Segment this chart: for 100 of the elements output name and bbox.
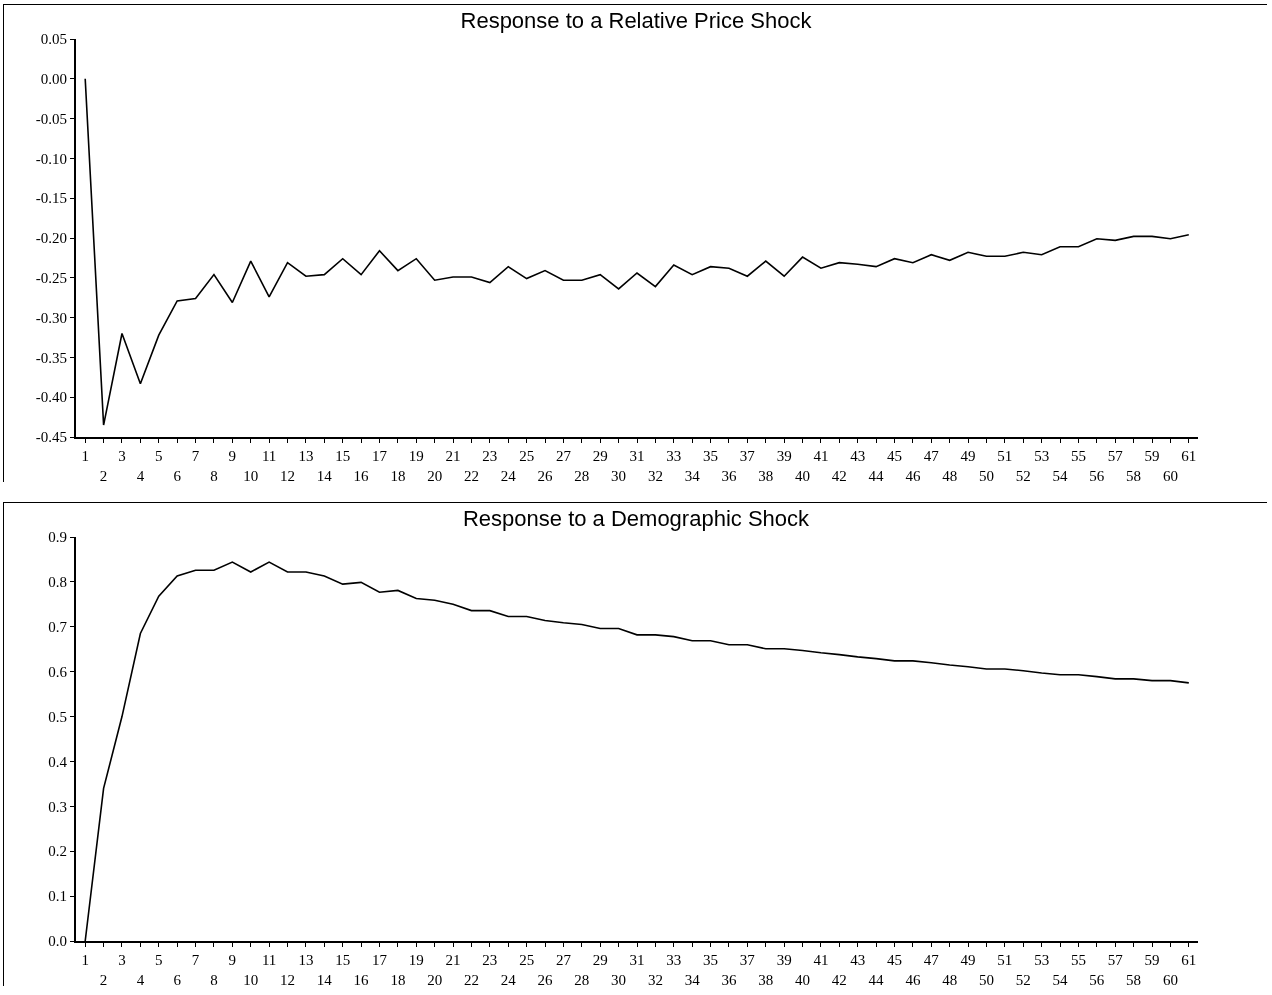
y-tick-label: -0.25 [35,270,67,287]
x-tick-label: 55 [1070,952,1086,968]
x-tick-label: 6 [173,467,182,484]
x-tick-label: 40 [795,971,811,988]
x-tick-label: 41 [813,448,829,464]
x-tick-label: 6 [173,971,182,988]
x-tick-label: 53 [1034,952,1050,968]
x-tick-label: 7 [191,952,200,968]
x-tick-label: 13 [298,952,314,968]
x-tick-label: 60 [1162,971,1178,988]
x-tick-label: 55 [1070,448,1086,464]
x-tick-label: 26 [537,467,554,484]
x-tick-label: 1 [81,448,89,464]
x-tick-label: 10 [243,971,259,988]
x-tick-label: 26 [537,971,554,988]
x-tick-label: 4 [136,467,145,484]
x-tick-label: 9 [228,448,237,464]
x-tick-label: 16 [353,971,370,988]
chart-title: Response to a Demographic Shock [462,505,811,531]
x-tick-label: 29 [592,952,608,968]
x-tick-label: 27 [555,952,572,968]
x-tick-label: 53 [1034,448,1050,464]
x-tick-label: 12 [280,467,296,484]
x-tick-label: 17 [371,952,388,968]
x-tick-label: 51 [997,448,1013,464]
x-tick-label: 14 [316,467,333,484]
y-tick-label: 0.5 [48,708,67,725]
y-tick-label: 0.8 [48,574,67,591]
x-tick-label: 48 [942,971,958,988]
chart-title: Response to a Relative Price Shock [460,7,813,33]
x-tick-label: 46 [905,971,921,988]
x-tick-label: 61 [1181,448,1197,464]
x-tick-label: 33 [666,952,682,968]
x-tick-label: 52 [1015,467,1031,484]
x-tick-label: 39 [776,952,792,968]
y-tick-label: 0.6 [48,663,68,680]
x-tick-label: 16 [353,467,370,484]
x-tick-label: 35 [703,952,719,968]
y-tick-label: 0.1 [48,888,67,905]
x-tick-label: 34 [684,467,701,484]
y-tick-label: 0.3 [48,798,67,815]
x-tick-label: 52 [1015,971,1031,988]
x-tick-label: 44 [868,467,885,484]
x-tick-label: 20 [427,467,443,484]
x-tick-label: 58 [1126,467,1142,484]
x-tick-label: 37 [739,952,756,968]
x-tick-label: 51 [997,952,1013,968]
x-tick-label: 37 [739,448,756,464]
y-tick-label: -0.35 [35,349,67,366]
line-series [84,78,1190,426]
x-tick-label: 56 [1089,467,1105,484]
x-tick-label: 35 [703,448,719,464]
x-tick-label: 30 [611,971,627,988]
x-tick-label: 31 [629,952,645,968]
x-tick-label: 32 [647,467,663,484]
x-tick-label: 8 [210,971,218,988]
x-tick-label: 2 [99,467,108,484]
x-tick-label: 20 [427,971,443,988]
y-tick-label: -0.40 [35,389,67,406]
x-tick-label: 27 [555,448,572,464]
y-tick-label: -0.20 [35,230,67,247]
x-tick-label: 58 [1126,971,1142,988]
y-tick-label: 0.2 [48,843,67,860]
x-tick-label: 47 [923,448,940,464]
x-tick-label: 24 [500,467,517,484]
x-tick-label: 13 [298,448,314,464]
x-tick-label: 50 [978,467,994,484]
x-tick-label: 11 [261,952,277,968]
x-tick-label: 50 [978,971,994,988]
x-tick-label: 15 [335,448,351,464]
x-tick-label: 40 [795,467,811,484]
x-tick-label: 39 [776,448,792,464]
x-tick-label: 28 [574,467,590,484]
y-tick-label: 0.05 [40,31,67,48]
y-tick-label: -0.10 [35,150,67,167]
x-tick-label: 48 [942,467,958,484]
y-tick-label: 0.4 [48,753,68,770]
x-tick-label: 46 [905,467,921,484]
x-tick-label: 29 [592,448,608,464]
x-tick-label: 7 [191,448,200,464]
x-tick-label: 22 [463,971,479,988]
y-tick-label: -0.05 [35,110,67,127]
x-tick-label: 57 [1107,448,1124,464]
y-tick-label: -0.45 [35,429,67,446]
y-tick-label: -0.30 [35,309,67,326]
x-tick-label: 21 [445,448,461,464]
x-tick-label: 49 [960,448,976,464]
x-tick-label: 33 [666,448,682,464]
x-tick-label: 3 [118,952,126,968]
x-tick-label: 59 [1144,448,1160,464]
x-tick-label: 30 [611,467,627,484]
x-tick-label: 44 [868,971,885,988]
x-tick-label: 60 [1162,467,1178,484]
x-tick-label: 22 [463,467,479,484]
y-tick-label: -0.15 [35,190,67,207]
x-tick-label: 3 [118,448,126,464]
y-tick-label: 0.7 [48,619,68,636]
x-tick-label: 24 [500,971,517,988]
x-tick-label: 14 [316,971,333,988]
x-tick-label: 45 [887,952,903,968]
